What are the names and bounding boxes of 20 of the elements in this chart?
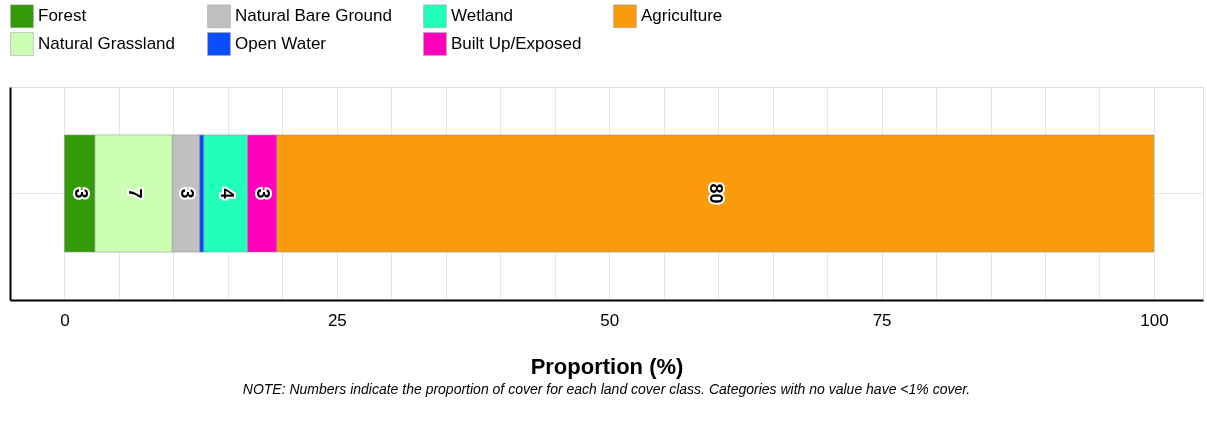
legend-label: Forest xyxy=(38,6,87,26)
legend-label: Agriculture xyxy=(641,6,723,26)
legend-label: Natural Bare Ground xyxy=(235,6,392,26)
legend-label: Built Up/Exposed xyxy=(451,34,582,53)
legend-label: Open Water xyxy=(235,34,327,53)
data-label: 80 xyxy=(706,183,727,204)
data-label: 3 xyxy=(253,188,274,199)
data-label: 3 xyxy=(176,188,197,199)
data-label: 7 xyxy=(124,188,145,199)
x-tick-label: 25 xyxy=(327,310,347,330)
text: NOTE: Numbers indicate the proportion of cover for each land cover class. Categories with no value have <1% cover. xyxy=(242,381,971,397)
x-tick-label: 75 xyxy=(872,310,892,330)
x-axis-title: Proportion (%) xyxy=(530,353,684,379)
x-tick-label: 50 xyxy=(600,310,620,330)
x-tick-label: 100 xyxy=(1140,310,1169,330)
legend-label: Wetland xyxy=(451,6,514,26)
legend-label: Natural Grassland xyxy=(38,34,176,53)
x-tick-label: 0 xyxy=(60,310,70,330)
data-label: 3 xyxy=(70,188,91,199)
data-label: 4 xyxy=(216,188,237,199)
